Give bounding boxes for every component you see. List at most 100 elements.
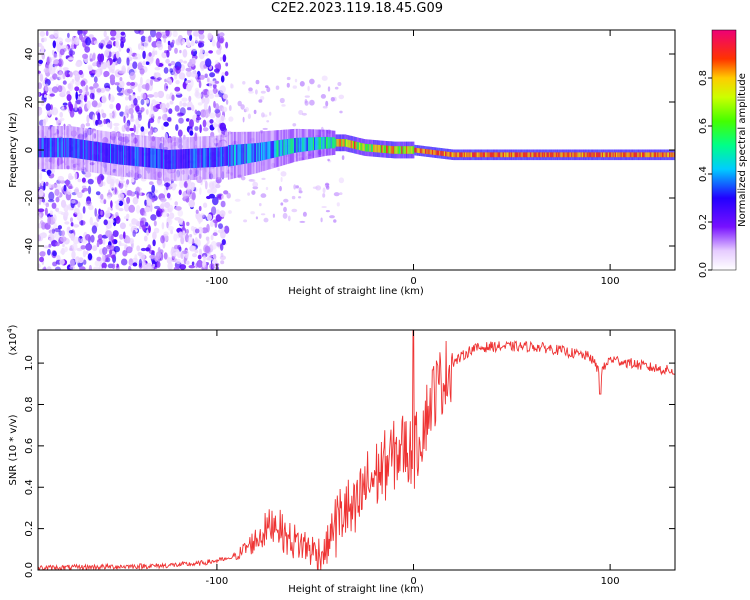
noise-speckle <box>212 83 217 89</box>
noise-speckle <box>143 128 149 134</box>
noise-speckle <box>339 192 343 196</box>
snr-marks <box>38 330 675 570</box>
signal-core <box>570 152 572 158</box>
signal-core <box>249 143 251 163</box>
noise-speckle <box>100 43 104 48</box>
signal-core <box>381 145 383 153</box>
signal-core <box>170 149 172 170</box>
noise-speckle <box>115 203 120 210</box>
noise-speckle <box>61 230 65 237</box>
noise-speckle <box>204 73 208 79</box>
noise-speckle <box>137 83 142 93</box>
signal-core <box>122 145 125 165</box>
noise-speckle <box>265 186 269 191</box>
signal-core <box>117 144 119 165</box>
signal-core <box>640 152 643 158</box>
signal-core <box>590 152 592 158</box>
signal-core <box>328 137 330 149</box>
noise-speckle <box>122 249 128 257</box>
noise-speckle <box>266 120 270 123</box>
noise-speckle <box>166 50 170 58</box>
signal-core <box>357 142 359 150</box>
noise-speckle <box>137 251 143 257</box>
signal-core <box>297 137 299 153</box>
noise-speckle <box>154 255 159 262</box>
spectrogram-x-axis-label: Height of straight line (km) <box>288 286 424 297</box>
noise-speckle <box>207 257 214 261</box>
noise-speckle <box>67 32 70 39</box>
noise-speckle <box>252 179 256 183</box>
noise-speckle <box>169 100 174 105</box>
signal-core <box>448 151 450 157</box>
noise-speckle <box>199 213 205 218</box>
noise-speckle <box>98 102 102 108</box>
signal-core <box>619 152 621 158</box>
noise-speckle <box>151 184 156 193</box>
noise-speckle <box>126 88 134 94</box>
y-tick-label: -40 <box>24 238 35 254</box>
noise-speckle <box>138 43 141 50</box>
signal-core <box>324 136 326 149</box>
noise-speckle <box>247 192 251 196</box>
signal-core <box>322 137 324 150</box>
noise-speckle <box>260 193 267 198</box>
signal-core <box>244 143 246 164</box>
signal-core <box>454 152 456 158</box>
noise-speckle <box>339 110 343 114</box>
signal-core <box>526 152 528 158</box>
noise-speckle <box>205 236 210 241</box>
signal-core <box>336 139 338 147</box>
noise-speckle <box>198 232 202 239</box>
signal-core <box>481 152 483 158</box>
signal-core <box>203 148 205 168</box>
noise-speckle <box>93 266 100 270</box>
signal-core <box>213 147 216 167</box>
signal-core <box>337 139 339 147</box>
signal-core <box>139 147 141 167</box>
noise-speckle <box>203 109 211 118</box>
signal-core <box>331 137 333 149</box>
noise-speckle <box>59 48 65 56</box>
noise-speckle <box>196 239 201 247</box>
signal-core <box>276 140 278 158</box>
signal-core <box>596 152 598 158</box>
signal-core <box>266 141 269 160</box>
noise-speckle <box>204 245 211 254</box>
signal-core <box>75 138 77 159</box>
noise-speckle <box>78 109 83 114</box>
noise-speckle <box>123 115 126 124</box>
signal-core <box>345 139 348 147</box>
noise-speckle <box>38 107 43 116</box>
signal-core <box>168 149 171 170</box>
noise-speckle <box>112 230 119 238</box>
noise-speckle <box>39 73 44 82</box>
noise-speckle <box>301 112 307 116</box>
signal-core <box>145 147 147 168</box>
noise-speckle <box>125 108 129 115</box>
noise-speckle <box>145 36 149 42</box>
noise-speckle <box>71 78 75 83</box>
signal-core <box>91 141 93 161</box>
noise-speckle <box>114 187 117 195</box>
noise-speckle <box>151 50 156 58</box>
noise-speckle <box>279 97 285 104</box>
noise-speckle <box>243 219 248 223</box>
signal-core <box>105 143 107 163</box>
noise-speckle <box>263 217 269 223</box>
noise-speckle <box>47 248 51 256</box>
spectrogram-ticks: -100 0 100 -40 -20 0 20 40 <box>24 30 675 287</box>
signal-core <box>305 137 308 152</box>
signal-core <box>411 146 414 154</box>
signal-core <box>637 152 639 158</box>
signal-core <box>268 141 270 159</box>
noise-speckle <box>253 109 257 115</box>
noise-speckle <box>281 104 286 107</box>
noise-speckle <box>215 103 219 111</box>
noise-speckle <box>102 267 106 270</box>
noise-speckle <box>189 34 193 41</box>
signal-core <box>193 148 195 168</box>
noise-speckle <box>94 260 101 267</box>
signal-core <box>515 152 517 158</box>
noise-speckle <box>104 87 111 92</box>
signal-core <box>167 149 170 170</box>
